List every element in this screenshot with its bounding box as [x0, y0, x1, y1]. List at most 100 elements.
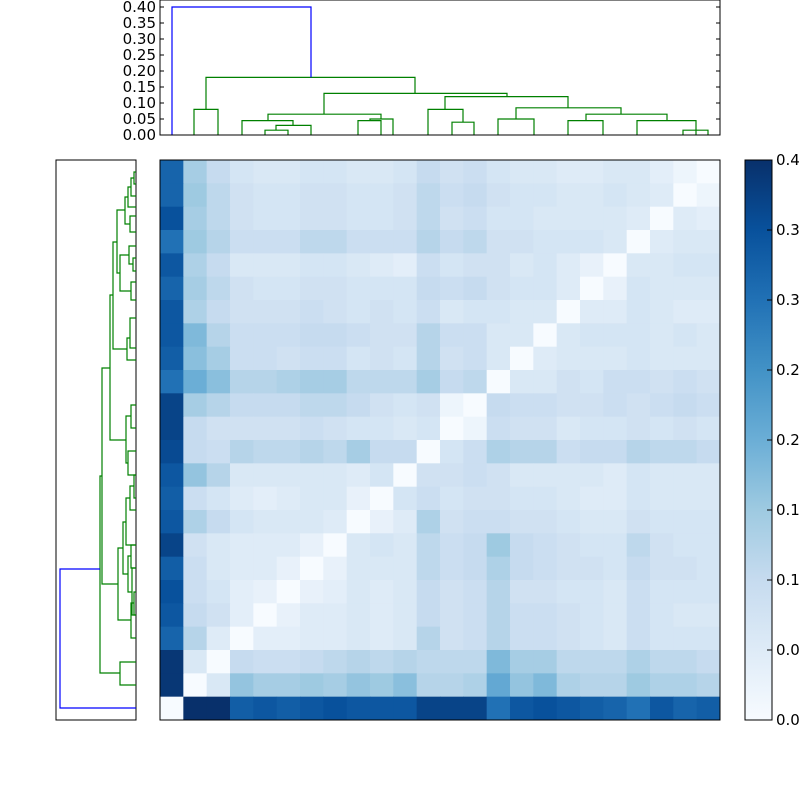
- heatmap-cell: [580, 300, 604, 324]
- heatmap-cell: [323, 650, 348, 674]
- heatmap-cell: [650, 230, 674, 254]
- heatmap-cell: [183, 673, 208, 698]
- heatmap-cell: [393, 673, 418, 698]
- heatmap-cell: [533, 416, 558, 441]
- heatmap-cell: [370, 626, 394, 651]
- heatmap-cell: [533, 533, 558, 558]
- heatmap-cell: [603, 556, 628, 581]
- heatmap-cell: [463, 160, 488, 184]
- heatmap-cell: [696, 370, 721, 394]
- heatmap-cell: [650, 626, 674, 651]
- heatmap-cell: [533, 160, 558, 184]
- heatmap-cell: [580, 370, 604, 394]
- heatmap-cell: [370, 346, 394, 371]
- heatmap-cell: [206, 206, 231, 231]
- heatmap-cell: [300, 323, 324, 348]
- heatmap-cell: [440, 300, 464, 324]
- heatmap-cell: [580, 510, 604, 534]
- heatmap-cell: [416, 580, 441, 604]
- heatmap-cell: [580, 276, 604, 301]
- heatmap-cell: [603, 533, 628, 558]
- heatmap-cell: [393, 370, 418, 394]
- heatmap-cell: [230, 300, 254, 324]
- heatmap-cell: [556, 183, 581, 208]
- heatmap-cell: [696, 183, 721, 208]
- heatmap-cell: [650, 416, 674, 441]
- heatmap-cell: [486, 416, 511, 441]
- heatmap-cell: [276, 440, 301, 464]
- heatmap-cell: [370, 416, 394, 441]
- heatmap-cell: [696, 393, 721, 418]
- heatmap-cell: [393, 650, 418, 674]
- heatmap-cell: [370, 323, 394, 348]
- heatmap-cell: [463, 276, 488, 301]
- heatmap-cell: [626, 253, 651, 278]
- heatmap-cell: [370, 650, 394, 674]
- heatmap-cell: [253, 556, 278, 581]
- heatmap-cell: [346, 650, 371, 674]
- heatmap-cell: [556, 276, 581, 301]
- heatmap-cell: [183, 300, 208, 324]
- heatmap-cell: [696, 603, 721, 628]
- heatmap-cell: [673, 580, 698, 604]
- heatmap-cell: [206, 510, 231, 534]
- heatmap-cell: [533, 696, 558, 721]
- heatmap-cell: [603, 416, 628, 441]
- heatmap-cell: [510, 230, 534, 254]
- heatmap-cell: [206, 603, 231, 628]
- heatmap-cell: [510, 370, 534, 394]
- heatmap-cell: [230, 650, 254, 674]
- heatmap-cell: [510, 626, 534, 651]
- heatmap-cell: [440, 673, 464, 698]
- heatmap-cell: [183, 486, 208, 511]
- heatmap-cell: [370, 510, 394, 534]
- heatmap-cell: [346, 253, 371, 278]
- heatmap-cell: [626, 323, 651, 348]
- heatmap-cell: [183, 346, 208, 371]
- heatmap-cell: [206, 486, 231, 511]
- dendrogram-link: [567, 120, 604, 135]
- heatmap-cell: [300, 463, 324, 488]
- heatmap-cell: [463, 510, 488, 534]
- heatmap-cell: [510, 696, 534, 721]
- heatmap-cell: [673, 650, 698, 674]
- heatmap-cell: [276, 696, 301, 721]
- heatmap-cell: [276, 510, 301, 534]
- heatmap-cell: [160, 533, 184, 558]
- heatmap-cell: [603, 486, 628, 511]
- heatmap-cell: [370, 463, 394, 488]
- heatmap-cell: [580, 463, 604, 488]
- top-dendrogram-tick-label: 0.35: [123, 14, 156, 32]
- heatmap-cell: [673, 673, 698, 698]
- heatmap-cell: [300, 580, 324, 604]
- heatmap-cell: [276, 393, 301, 418]
- heatmap-cell: [300, 276, 324, 301]
- heatmap-cell: [486, 463, 511, 488]
- heatmap-cell: [486, 510, 511, 534]
- heatmap-cell: [393, 276, 418, 301]
- heatmap-cell: [160, 370, 184, 394]
- heatmap-cell: [533, 510, 558, 534]
- dendrogram-link: [451, 121, 475, 135]
- heatmap-cell: [696, 556, 721, 581]
- heatmap-cell: [626, 556, 651, 581]
- heatmap-cell: [603, 626, 628, 651]
- heatmap-cell: [463, 230, 488, 254]
- heatmap-cell: [160, 416, 184, 441]
- heatmap-cell: [463, 626, 488, 651]
- heatmap-cell: [346, 230, 371, 254]
- heatmap-cell: [486, 206, 511, 231]
- heatmap-frame: [159, 159, 721, 721]
- heatmap-cell: [206, 696, 231, 721]
- heatmap-cell: [253, 323, 278, 348]
- heatmap-cell: [160, 230, 184, 254]
- heatmap-cell: [673, 323, 698, 348]
- heatmap-cell: [393, 463, 418, 488]
- top-dendrogram-tick-label: 0.40: [123, 0, 156, 16]
- heatmap-cell: [206, 253, 231, 278]
- colorbar-tick-label: 0.05: [776, 641, 800, 659]
- heatmap-cell: [603, 440, 628, 464]
- heatmap-cell: [673, 346, 698, 371]
- heatmap-cell: [673, 533, 698, 558]
- heatmap-cell: [696, 626, 721, 651]
